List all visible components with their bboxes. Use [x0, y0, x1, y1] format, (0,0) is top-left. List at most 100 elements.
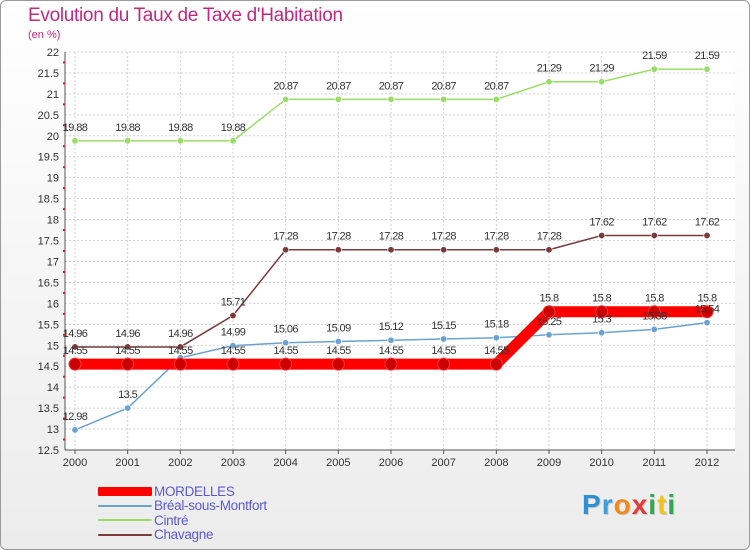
y-minor-tick	[63, 354, 65, 357]
y-tick-label: 21	[47, 89, 59, 101]
legend-item: Cintré	[98, 513, 267, 528]
y-tick-label: 21.5	[38, 68, 59, 80]
x-tick-label: 2008	[484, 457, 508, 469]
data-label: 20.87	[379, 80, 404, 92]
data-label: 15.06	[273, 324, 298, 336]
legend-label: Chavagne	[154, 527, 214, 543]
data-point	[279, 357, 293, 371]
legend: MORDELLES Bréal-sous-Montfort Cintré Chavag…	[98, 484, 267, 542]
data-point	[334, 337, 342, 345]
data-point	[71, 137, 79, 145]
x-tick-label: 2011	[643, 457, 667, 469]
y-minor-tick	[63, 250, 65, 252]
data-label: 19.88	[221, 122, 246, 134]
data-point	[387, 336, 395, 344]
data-point	[492, 246, 500, 254]
data-label: 17.28	[431, 231, 456, 243]
data-label: 14.96	[115, 328, 140, 340]
data-label: 14.55	[431, 345, 456, 357]
data-point	[437, 357, 451, 371]
data-label: 15.8	[592, 293, 611, 305]
y-minor-tick	[63, 166, 65, 169]
data-label: 14.55	[168, 345, 193, 357]
data-point	[489, 357, 503, 371]
data-point	[124, 404, 132, 412]
data-point	[226, 357, 240, 371]
data-point	[282, 246, 290, 254]
y-tick-label: 22	[47, 47, 59, 59]
y-tick-label: 20	[47, 131, 59, 143]
legend-label: MORDELLES	[154, 483, 235, 499]
data-label: 17.62	[642, 216, 667, 228]
data-point	[334, 95, 342, 103]
data-point	[173, 357, 187, 371]
y-tick-label: 19.5	[38, 152, 59, 164]
logo-letter: i	[648, 489, 658, 520]
data-label: 15.54	[695, 304, 720, 316]
x-tick-label: 2000	[63, 457, 87, 469]
data-label: 17.28	[537, 231, 562, 243]
data-point	[650, 231, 658, 239]
y-minor-tick	[63, 438, 65, 441]
legend-item: Bréal-sous-Montfort	[98, 498, 267, 514]
y-tick-label: 18	[47, 215, 59, 227]
data-point	[703, 65, 711, 73]
y-minor-tick	[63, 312, 65, 315]
data-point	[650, 65, 658, 73]
data-label: 15.8	[539, 293, 558, 305]
logo-letter: r	[601, 489, 614, 520]
data-label: 21.29	[537, 63, 562, 75]
data-point	[68, 357, 82, 371]
y-tick-label: 13.5	[38, 403, 59, 415]
data-label: 21.59	[642, 50, 667, 62]
data-label: 14.55	[63, 345, 88, 357]
y-tick-label: 15.5	[38, 319, 59, 331]
x-tick-label: 2002	[168, 457, 192, 469]
legend-item: Chavagne	[98, 527, 267, 543]
data-label: 14.96	[63, 328, 88, 340]
data-point	[440, 246, 448, 254]
y-minor-tick	[63, 124, 65, 127]
data-label: 13.5	[118, 389, 137, 401]
data-point	[595, 305, 609, 319]
data-point	[542, 305, 556, 319]
proxiti-logo: Proxiti	[582, 489, 676, 521]
data-label: 17.28	[326, 231, 351, 243]
logo-letter: i	[667, 489, 677, 520]
data-label: 17.62	[589, 216, 614, 228]
data-point	[229, 312, 237, 320]
y-minor-tick	[63, 82, 65, 85]
x-tick-label: 2009	[537, 457, 561, 469]
data-label: 20.87	[431, 80, 456, 92]
legend-item: MORDELLES	[98, 484, 267, 499]
data-point	[703, 231, 711, 239]
y-tick-label: 16.5	[38, 277, 59, 289]
x-tick-label: 2007	[431, 457, 455, 469]
data-point	[703, 319, 711, 327]
logo-letter: o	[613, 489, 632, 520]
legend-swatch	[98, 533, 152, 536]
data-label: 19.88	[168, 122, 193, 134]
data-label: 15.18	[484, 319, 509, 331]
data-label: 14.55	[379, 345, 404, 357]
data-label: 19.88	[115, 122, 140, 134]
legend-swatch	[98, 504, 152, 507]
x-tick-label: 2003	[221, 457, 245, 469]
data-label: 15.15	[431, 320, 456, 332]
data-label: 15.3	[592, 314, 611, 326]
y-minor-tick	[63, 229, 65, 232]
x-tick-label: 2012	[695, 457, 719, 469]
logo-letter: P	[582, 489, 602, 520]
data-label: 20.87	[484, 80, 509, 92]
y-minor-tick	[63, 208, 65, 211]
data-point	[650, 325, 658, 333]
legend-label: Bréal-sous-Montfort	[154, 498, 267, 514]
legend-swatch	[98, 486, 152, 496]
data-label: 15.71	[221, 297, 246, 309]
data-label: 15.8	[697, 293, 716, 305]
legend-label: Cintré	[154, 512, 189, 528]
y-minor-tick	[63, 333, 65, 336]
data-point	[124, 343, 132, 351]
data-label: 15.8	[645, 293, 664, 305]
data-point	[440, 95, 448, 103]
